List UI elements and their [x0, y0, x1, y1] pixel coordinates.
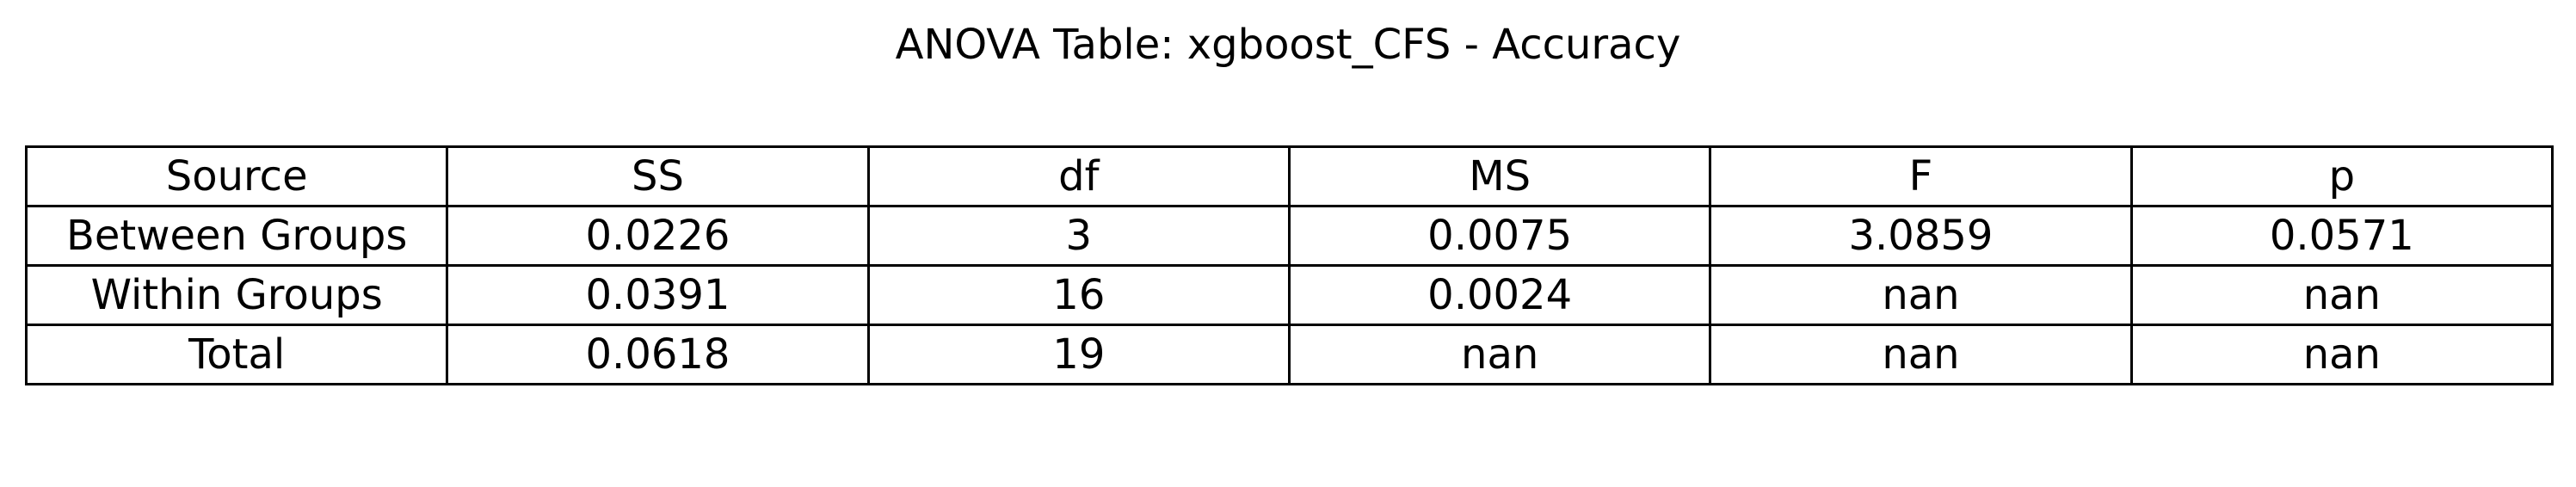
- table-title: ANOVA Table: xgboost_CFS - Accuracy: [895, 21, 1681, 69]
- table-row: Total 0.0618 19 nan nan nan: [24, 324, 2554, 385]
- table-cell: Total: [24, 324, 449, 385]
- table-cell: 0.0391: [446, 264, 870, 326]
- table-cell: nan: [1287, 324, 1712, 385]
- table-cell: 0.0226: [446, 205, 870, 267]
- table-cell: 0.0571: [2129, 205, 2554, 267]
- anova-table: Source SS df MS F p Between Groups 0.022…: [24, 145, 2554, 385]
- table-cell: 0.0024: [1287, 264, 1712, 326]
- table-row: Between Groups 0.0226 3 0.0075 3.0859 0.…: [24, 205, 2554, 267]
- table-cell: 0.0618: [446, 324, 870, 385]
- table-cell: 16: [866, 264, 1291, 326]
- table-cell: nan: [1709, 264, 2133, 326]
- header-cell: MS: [1287, 145, 1712, 207]
- header-cell: SS: [446, 145, 870, 207]
- table-cell: nan: [1709, 324, 2133, 385]
- header-cell: F: [1709, 145, 2133, 207]
- table-cell: nan: [2129, 264, 2554, 326]
- header-cell: Source: [24, 145, 449, 207]
- table-cell: 0.0075: [1287, 205, 1712, 267]
- table-cell: 3.0859: [1709, 205, 2133, 267]
- header-cell: p: [2129, 145, 2554, 207]
- header-cell: df: [866, 145, 1291, 207]
- table-cell: nan: [2129, 324, 2554, 385]
- table-cell: 3: [866, 205, 1291, 267]
- table-row: Within Groups 0.0391 16 0.0024 nan nan: [24, 264, 2554, 326]
- header-row: Source SS df MS F p: [24, 145, 2554, 207]
- table-cell: Within Groups: [24, 264, 449, 326]
- table-cell: 19: [866, 324, 1291, 385]
- table-cell: Between Groups: [24, 205, 449, 267]
